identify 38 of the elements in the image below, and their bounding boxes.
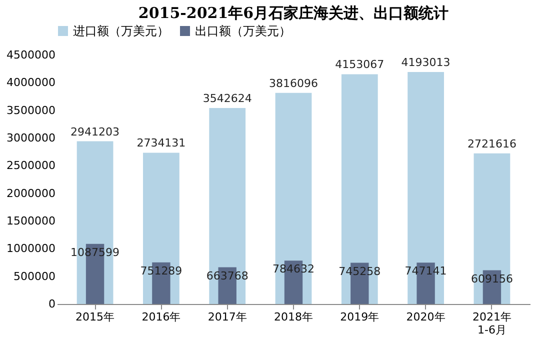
chart-title: 2015-2021年6月石家庄海关进、出口额统计 (138, 4, 449, 22)
data-label: 747141 (404, 264, 447, 278)
y-tick-label: 3500000 (6, 104, 56, 117)
x-tick-label: 2018年 (274, 310, 313, 324)
y-tick-label: 4500000 (6, 48, 56, 62)
data-label: 3816096 (269, 76, 318, 90)
y-tick-label: 2500000 (6, 159, 56, 172)
bar (275, 92, 312, 304)
data-label: 2721616 (467, 137, 516, 150)
y-tick-label: 1000000 (6, 242, 56, 256)
data-label: 2941203 (70, 125, 120, 138)
data-label: 745258 (338, 264, 381, 278)
y-tick-label: 0 (48, 298, 56, 310)
data-label: 751289 (140, 264, 182, 278)
y-tick-label: 1500000 (6, 214, 56, 228)
x-tick-label: 2016年 (142, 310, 181, 324)
data-label: 609156 (470, 272, 513, 286)
data-label: 3542624 (202, 92, 252, 105)
x-tick-label: 2020年 (406, 310, 446, 324)
legend-label: 出口额（万美元） (195, 24, 291, 38)
bar (341, 74, 378, 304)
y-tick-label: 4000000 (6, 76, 56, 90)
y-tick-label: 3000000 (6, 132, 56, 144)
data-label: 2734131 (136, 136, 186, 150)
legend-label: 进口额（万美元） (73, 24, 169, 38)
x-tick-label: 2019年 (340, 310, 380, 324)
data-label: 663768 (206, 269, 248, 282)
data-label: 4153067 (335, 58, 384, 72)
y-tick-label: 500000 (14, 270, 56, 283)
data-label: 4193013 (401, 56, 450, 69)
data-label: 1087599 (70, 246, 120, 259)
x-tick-label: 2021年 1-6月 (472, 310, 512, 336)
bar (209, 108, 246, 304)
x-tick-label: 2015年 (76, 310, 115, 324)
x-tick-label: 2017年 (208, 310, 247, 324)
bar (408, 72, 444, 304)
y-tick-label: 2000000 (6, 186, 56, 200)
data-label: 784632 (272, 262, 314, 276)
